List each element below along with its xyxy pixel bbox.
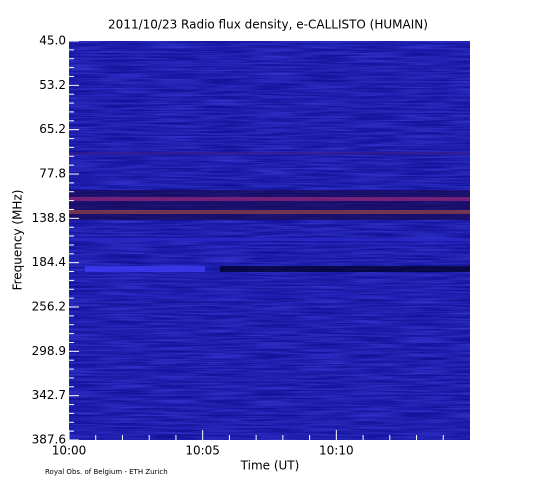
y-tick-label: 45.0 [39,34,66,48]
y-tick-label: 77.8 [39,167,66,181]
y-tick-label: 53.2 [39,78,66,92]
y-tick-label: 184.4 [32,255,66,269]
y-tick-label: 138.8 [32,211,66,225]
x-tick-label: 10:10 [319,444,354,458]
y-tick-label: 342.7 [32,388,66,402]
x-tick-label: 10:05 [185,444,220,458]
y-tick-label: 65.2 [39,122,66,136]
y-tick-label: 387.6 [32,433,66,447]
y-tick-label: 256.2 [32,300,66,314]
footer-credit: Royal Obs. of Belgium - ETH Zurich [45,468,168,476]
x-tick-label: 10:00 [52,444,87,458]
y-axis-label: Frequency (MHz) [11,190,25,291]
spectrogram-image [69,41,470,440]
x-axis-label: Time (UT) [240,459,300,473]
chart-title: 2011/10/23 Radio flux density, e-CALLIST… [108,18,428,32]
y-tick-label: 298.9 [32,344,66,358]
